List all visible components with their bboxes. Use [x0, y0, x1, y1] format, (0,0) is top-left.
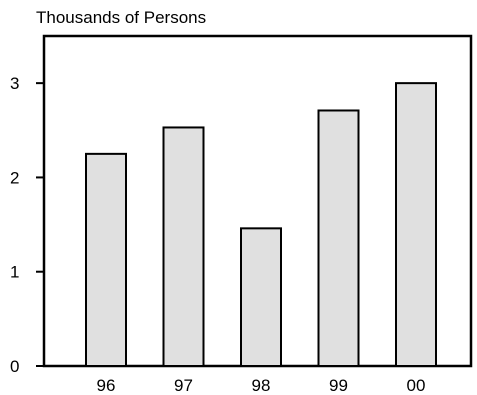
y-axis-ticks: 0 1 2 3 [10, 74, 44, 376]
x-tick-label-97: 97 [174, 376, 193, 395]
bar-97 [162, 126, 205, 368]
plot-area: 0 1 2 3 96 97 98 99 00 [10, 34, 473, 395]
y-tick-label-0: 0 [10, 357, 19, 376]
bar-96 [85, 152, 127, 367]
bar-00 [395, 82, 437, 368]
bars-group [85, 82, 437, 368]
x-tick-label-99: 99 [329, 376, 348, 395]
x-tick-label-96: 96 [97, 376, 116, 395]
bar-99 [317, 109, 360, 367]
y-tick-label-3: 3 [10, 74, 19, 93]
x-axis-ticks: 96 97 98 99 00 [97, 376, 426, 395]
y-tick-label-1: 1 [10, 263, 19, 282]
y-axis-label: Thousands of Persons [36, 8, 206, 27]
bar-98 [240, 227, 282, 367]
x-tick-label-98: 98 [252, 376, 271, 395]
y-tick-label-2: 2 [10, 168, 19, 187]
x-tick-label-00: 00 [407, 376, 426, 395]
